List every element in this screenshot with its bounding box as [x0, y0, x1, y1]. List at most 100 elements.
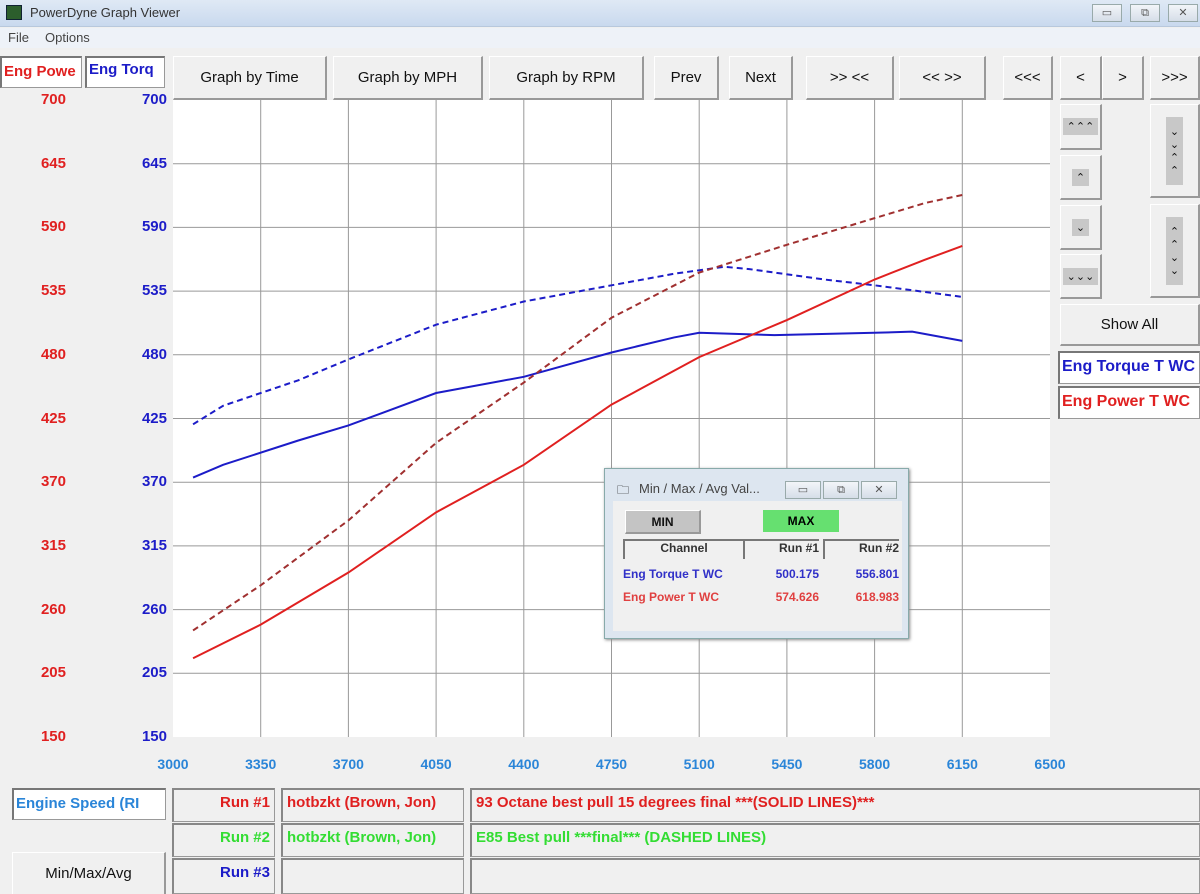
run2-user: hotbzkt (Brown, Jon)	[281, 823, 464, 857]
dialog-minimize-button[interactable]: ▭	[785, 481, 821, 499]
run1-label: Run #1	[172, 788, 275, 822]
dialog-close-button[interactable]: ✕	[861, 481, 897, 499]
scroll-up-fast-button[interactable]: ⌃⌃⌃	[1060, 104, 1102, 150]
torque-y-tick-label: 535	[141, 282, 167, 300]
scroll-down-fast-button[interactable]: ⌄⌄⌄	[1060, 254, 1102, 299]
power-run1-line	[192, 244, 963, 660]
power-run2-line	[192, 193, 963, 632]
power-channel-select[interactable]: Eng Powe	[0, 56, 82, 88]
graph-by-rpm-button[interactable]: Graph by RPM	[489, 56, 644, 100]
row-run1: 500.175	[775, 567, 819, 581]
power-y-tick-label: 205	[40, 664, 66, 682]
x-tick-label: 4750	[595, 756, 628, 772]
x-tick-label: 4400	[508, 756, 540, 772]
compress-icon: ⌄⌄⌃⌃	[1166, 116, 1183, 185]
pan-left-button[interactable]: <	[1060, 56, 1102, 100]
x-tick-label: 6150	[946, 756, 978, 772]
triple-up-icon: ⌃⌃⌃	[1062, 118, 1099, 135]
legend-power[interactable]: Eng Power T WC	[1058, 386, 1200, 419]
menu-bar: File Options	[0, 28, 1200, 48]
tab-min-max-avg[interactable]: Min/Max/Avg	[12, 852, 166, 894]
title-bar: PowerDyne Graph Viewer ▭ ⧉ ✕	[0, 0, 1200, 27]
expand-icon: ⌃⌃⌄⌄	[1166, 216, 1183, 285]
triple-down-icon: ⌄⌄⌄	[1062, 267, 1099, 285]
prev-button[interactable]: Prev	[654, 56, 719, 100]
dialog-restore-button[interactable]: ⧉	[823, 481, 859, 499]
compress-y-button[interactable]: ⌄⌄⌃⌃	[1150, 104, 1200, 198]
x-tick-label: 3700	[332, 756, 364, 772]
torque-y-tick-label: 480	[141, 345, 167, 363]
expand-y-button[interactable]: ⌃⌃⌄⌄	[1150, 204, 1200, 298]
max-button[interactable]: MAX	[763, 510, 839, 532]
run2-description: E85 Best pull ***final*** (DASHED LINES)	[470, 823, 1200, 857]
dialog-title: Min / Max / Avg Val...	[639, 481, 760, 496]
torque-y-tick-label: 590	[141, 218, 167, 236]
header-run2: Run #2	[823, 539, 899, 559]
legend-torque[interactable]: Eng Torque T WC	[1058, 351, 1200, 384]
torque-run2-line	[192, 265, 963, 426]
torque-channel-select[interactable]: Eng Torq	[85, 56, 165, 88]
close-button[interactable]: ✕	[1168, 4, 1198, 22]
run2-label: Run #2	[172, 823, 275, 857]
graph-area[interactable]	[173, 100, 1050, 737]
menu-file[interactable]: File	[8, 30, 29, 45]
power-y-tick-label: 425	[40, 409, 66, 427]
torque-y-tick-label: 315	[141, 536, 167, 554]
torque-run1-line	[192, 330, 963, 479]
row-run2: 556.801	[855, 567, 899, 581]
power-y-tick-label: 590	[40, 218, 66, 236]
row-run2: 618.983	[855, 590, 899, 604]
power-y-tick-label: 370	[40, 473, 66, 491]
power-y-tick-label: 535	[40, 282, 66, 300]
power-y-tick-label: 260	[40, 600, 66, 618]
torque-y-tick-label: 425	[141, 409, 167, 427]
folder-icon: 🗀	[617, 483, 630, 497]
min-button[interactable]: MIN	[625, 510, 701, 534]
run1-description: 93 Octane best pull 15 degrees final ***…	[470, 788, 1200, 822]
window-title: PowerDyne Graph Viewer	[30, 5, 181, 20]
row-channel: Eng Torque T WC	[623, 567, 723, 581]
restore-button[interactable]: ⧉	[1130, 4, 1160, 22]
run3-label: Run #3	[172, 858, 275, 894]
x-tick-label: 5450	[771, 756, 803, 772]
next-button[interactable]: Next	[729, 56, 793, 100]
pan-far-right-button[interactable]: >>>	[1150, 56, 1200, 100]
zoom-in-x-button[interactable]: >> <<	[806, 56, 894, 100]
show-all-button[interactable]: Show All	[1060, 304, 1200, 346]
menu-options[interactable]: Options	[45, 30, 90, 45]
x-tick-label: 3000	[157, 756, 189, 772]
power-y-tick-label: 150	[40, 728, 66, 745]
zoom-out-x-button[interactable]: << >>	[899, 56, 986, 100]
down-icon: ⌄	[1071, 218, 1090, 236]
graph-by-time-button[interactable]: Graph by Time	[173, 56, 327, 100]
row-channel: Eng Power T WC	[623, 590, 719, 604]
x-tick-label: 6500	[1034, 756, 1066, 772]
power-y-tick-label: 700	[40, 91, 66, 108]
torque-y-tick-label: 260	[141, 600, 167, 618]
app-icon	[6, 5, 22, 20]
power-y-tick-label: 645	[40, 154, 66, 172]
torque-y-tick-label: 645	[141, 154, 167, 172]
run1-user: hotbzkt (Brown, Jon)	[281, 788, 464, 822]
x-tick-label: 3350	[245, 756, 277, 772]
x-axis-channel-select[interactable]: Engine Speed (RI	[12, 788, 166, 820]
graph-svg	[173, 100, 1050, 737]
minimize-button[interactable]: ▭	[1092, 4, 1122, 22]
up-icon: ⌃	[1071, 168, 1090, 186]
scroll-up-button[interactable]: ⌃	[1060, 155, 1102, 200]
graph-by-mph-button[interactable]: Graph by MPH	[333, 56, 483, 100]
run3-user	[281, 858, 464, 894]
x-tick-label: 5800	[859, 756, 891, 772]
torque-y-tick-label: 205	[141, 664, 167, 682]
power-y-tick-label: 315	[40, 536, 66, 554]
scroll-down-button[interactable]: ⌄	[1060, 205, 1102, 250]
x-tick-label: 4050	[420, 756, 452, 772]
run3-description	[470, 858, 1200, 894]
min-max-avg-dialog: 🗀 Min / Max / Avg Val... ▭ ⧉ ✕ MIN MAX C…	[604, 468, 909, 639]
torque-y-tick-label: 370	[141, 473, 167, 491]
row-run1: 574.626	[775, 590, 819, 604]
pan-far-left-button[interactable]: <<<	[1003, 56, 1053, 100]
torque-y-tick-label: 700	[141, 91, 167, 108]
pan-right-button[interactable]: >	[1102, 56, 1144, 100]
torque-y-tick-label: 150	[141, 728, 167, 745]
